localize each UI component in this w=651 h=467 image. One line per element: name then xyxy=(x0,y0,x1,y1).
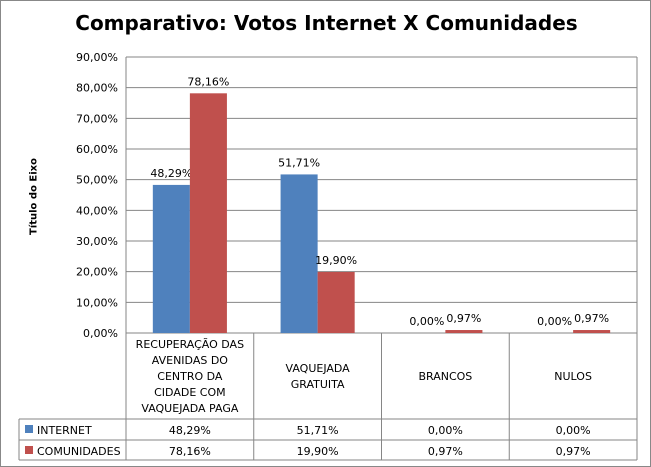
data-label: 48,29% xyxy=(150,167,192,180)
data-label: 78,16% xyxy=(187,75,229,88)
legend-key-comunidades xyxy=(25,446,33,454)
y-tick-label: 80,00% xyxy=(76,82,118,95)
y-tick-label: 90,00% xyxy=(76,51,118,64)
table-cell: 0,00% xyxy=(428,424,463,437)
category-label: AVENIDAS DO xyxy=(152,354,229,367)
data-label: 19,90% xyxy=(315,254,357,267)
legend-label: INTERNET xyxy=(37,424,92,437)
table-cell: 19,90% xyxy=(297,445,339,458)
category-label: BRANCOS xyxy=(418,370,472,383)
table-cell: 78,16% xyxy=(169,445,211,458)
data-label: 0,97% xyxy=(574,312,609,325)
y-tick-label: 30,00% xyxy=(76,235,118,248)
chart-title: Comparativo: Votos Internet X Comunidade… xyxy=(75,11,578,35)
table-cell: 48,29% xyxy=(169,424,211,437)
data-label: 0,97% xyxy=(446,312,481,325)
category-label: RECUPERAÇÃO DAS xyxy=(136,338,244,351)
legend-label: COMUNIDADES xyxy=(37,445,121,458)
category-label: VAQUEJADA PAGA xyxy=(141,402,238,415)
y-tick-label: 20,00% xyxy=(76,266,118,279)
legend-key-internet xyxy=(25,425,33,433)
bar-comunidades xyxy=(445,330,483,333)
y-tick-label: 0,00% xyxy=(83,327,118,340)
bar-comunidades xyxy=(189,93,227,334)
table-cell: 0,00% xyxy=(556,424,591,437)
category-label: CENTRO DA xyxy=(157,370,223,383)
table-cell: 0,97% xyxy=(556,445,591,458)
bar-comunidades xyxy=(317,271,355,333)
table-cell: 0,97% xyxy=(428,445,463,458)
data-label: 0,00% xyxy=(409,315,444,328)
y-tick-label: 70,00% xyxy=(76,112,118,125)
data-label: 51,71% xyxy=(278,156,320,169)
y-tick-label: 40,00% xyxy=(76,204,118,217)
y-tick-label: 60,00% xyxy=(76,143,118,156)
bar-internet xyxy=(152,184,190,333)
category-label: CIDADE COM xyxy=(154,386,225,399)
category-label: NULOS xyxy=(554,370,592,383)
bar-comunidades xyxy=(573,330,611,333)
category-label: VAQUEJADA xyxy=(286,362,351,375)
data-label: 0,00% xyxy=(537,315,572,328)
table-cell: 51,71% xyxy=(297,424,339,437)
category-label: GRATUITA xyxy=(291,378,345,391)
y-tick-label: 10,00% xyxy=(76,296,118,309)
y-tick-label: 50,00% xyxy=(76,174,118,187)
bar-internet xyxy=(280,174,318,333)
